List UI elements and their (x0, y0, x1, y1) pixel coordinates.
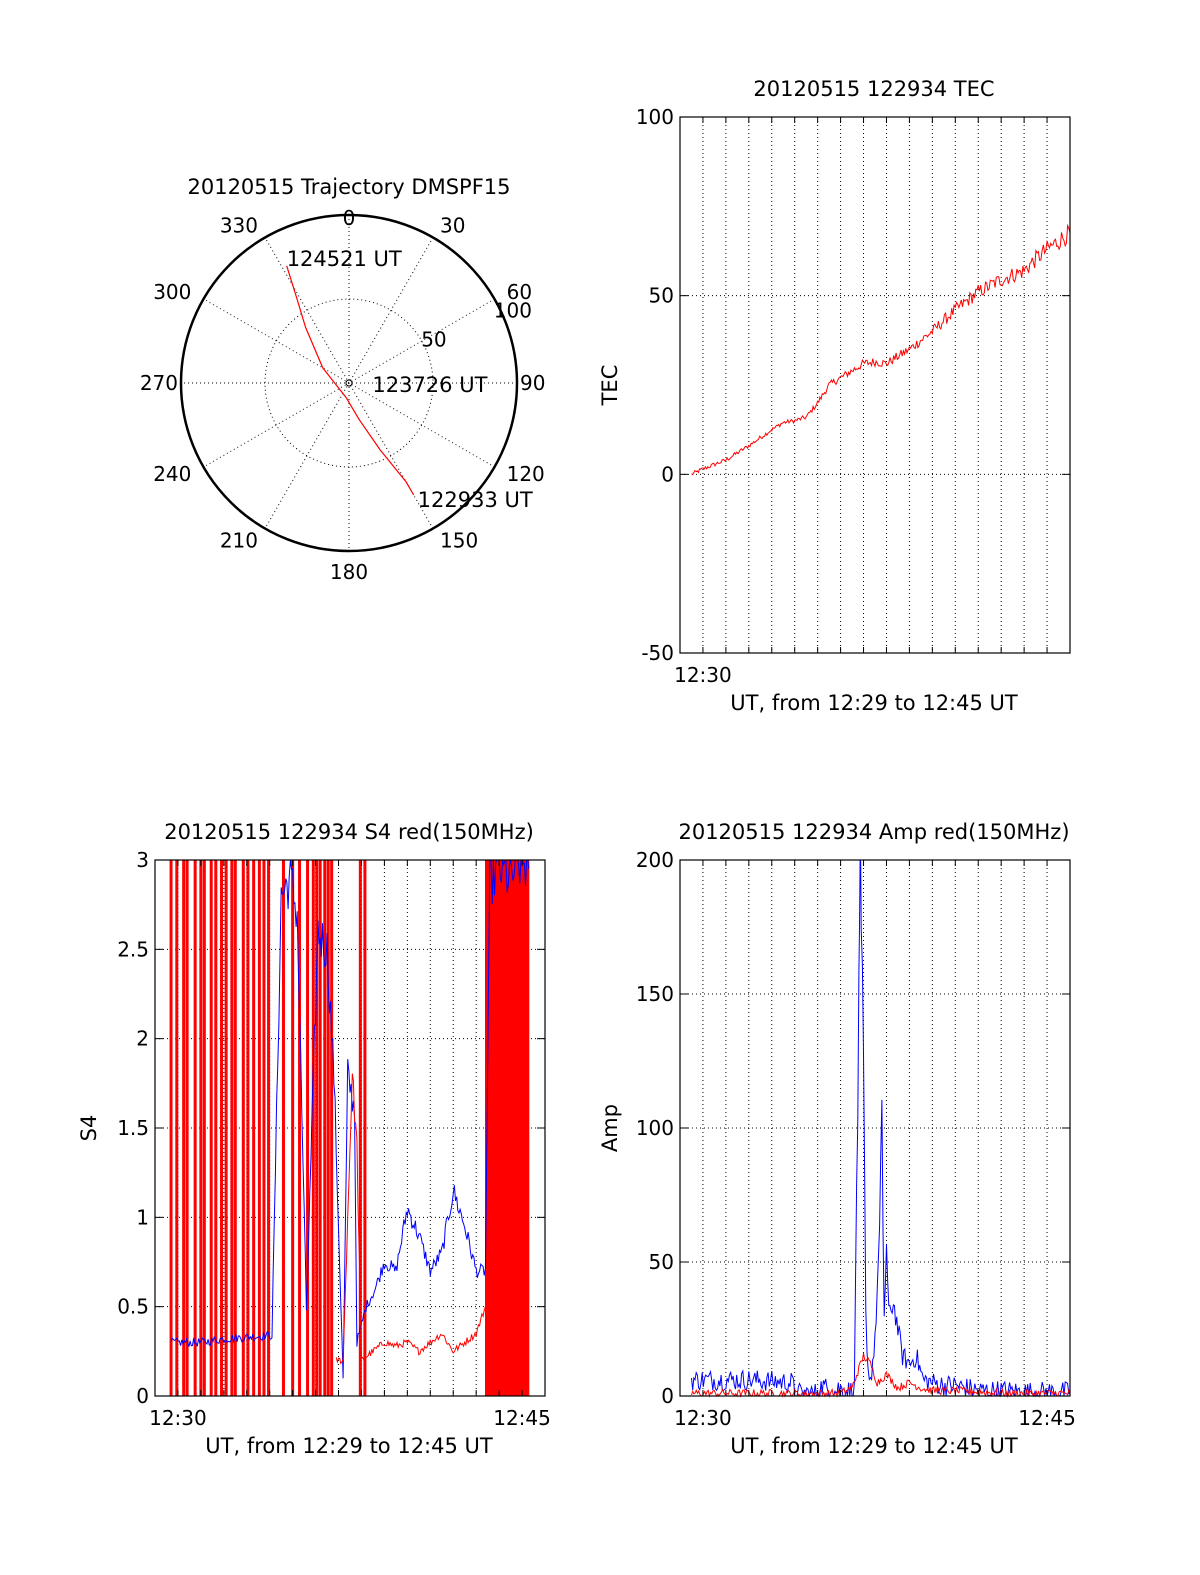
y-tick-label: -50 (641, 641, 674, 665)
polar-angle-label: 180 (330, 560, 368, 584)
polar-angle-label: 60 (507, 280, 532, 304)
s4-tick-marks (155, 859, 545, 1397)
y-tick-label: 0.5 (117, 1295, 149, 1319)
polar-angle-labels: 0 30 60 90 120 150 180 210 240 270 300 330 (140, 206, 546, 584)
tec-plot-frame (679, 116, 1071, 654)
y-tick-label: 0 (661, 462, 674, 486)
trajectory-annotations: 124521 UT 123726 UT 122933 UT (287, 247, 533, 512)
polar-angle-label: 300 (153, 280, 191, 304)
red-series-line (691, 223, 1071, 476)
y-tick-label: 2.5 (117, 937, 149, 961)
y-tick-label: 0 (661, 1384, 674, 1408)
polar-chart-title: 20120515 Trajectory DMSPF15 (187, 175, 510, 199)
y-tick-label: 1 (136, 1205, 149, 1229)
s4-y-axis-label: S4 (77, 1115, 101, 1142)
tec-series (691, 223, 1071, 476)
trajectory-line (286, 265, 415, 496)
y-tick-label: 150 (636, 982, 674, 1006)
y-tick-label: 2 (136, 1027, 149, 1051)
s4-x-tick-labels: 12:30 12:45 (149, 1406, 551, 1430)
amp-tick-marks (680, 859, 1070, 1397)
x-tick-label: 12:45 (493, 1406, 551, 1430)
polar-angle-label: 210 (220, 529, 258, 553)
amp-x-tick-labels: 12:30 12:45 (674, 1406, 1076, 1430)
amp-chart: 20120515 122934 Amp red(150MHz) 200 150 10… (598, 820, 1076, 1458)
blue-series-line (691, 859, 1071, 1398)
trajectory-time-label: 122933 UT (418, 488, 533, 512)
polar-angle-label: 240 (153, 462, 191, 486)
trajectory-series (286, 265, 415, 496)
x-tick-label: 12:30 (674, 663, 732, 687)
x-tick-label: 12:30 (149, 1406, 207, 1430)
s4-series (170, 859, 530, 1379)
y-tick-label: 50 (649, 284, 674, 308)
polar-radial-label: 50 (421, 327, 446, 351)
polar-grid (179, 213, 519, 553)
x-tick-label: 12:30 (674, 1406, 732, 1430)
polar-angle-label: 150 (440, 529, 478, 553)
polar-angle-label: 0 (343, 206, 356, 230)
red-series-line (335, 1073, 486, 1365)
y-tick-label: 3 (136, 848, 149, 872)
polar-angle-label: 270 (140, 371, 178, 395)
trajectory-time-label: 124521 UT (287, 247, 402, 271)
tec-gridlines (680, 117, 1070, 653)
y-tick-label: 1.5 (117, 1116, 149, 1140)
y-tick-label: 0 (136, 1384, 149, 1408)
y-tick-label: 50 (649, 1250, 674, 1274)
polar-angle-label: 330 (220, 213, 258, 237)
y-tick-label: 200 (636, 848, 674, 872)
amp-y-axis-label: Amp (598, 1104, 622, 1152)
polar-radial-labels: 50 100 (421, 299, 532, 352)
s4-chart: 20120515 122934 S4 red(150MHz) 3 2.5 2 1.5 1… (77, 820, 551, 1458)
s4-x-axis-label: UT, from 12:29 to 12:45 UT (205, 1434, 493, 1458)
amp-plot-frame (679, 859, 1071, 1397)
tec-y-axis-label: TEC (598, 365, 622, 407)
tec-x-axis-label: UT, from 12:29 to 12:45 UT (730, 691, 1018, 715)
polar-trajectory-chart: 20120515 Trajectory DMSPF15 0 30 60 90 120 15… (140, 175, 546, 584)
amp-y-tick-labels: 200 150 100 50 0 (636, 848, 674, 1408)
x-tick-label: 12:45 (1018, 1406, 1076, 1430)
polar-angle-label: 120 (507, 462, 545, 486)
tec-chart-title: 20120515 122934 TEC (753, 77, 994, 101)
y-tick-label: 100 (636, 105, 674, 129)
y-tick-label: 100 (636, 1116, 674, 1140)
polar-angle-label: 30 (440, 213, 465, 237)
polar-spoke-line (264, 237, 434, 529)
blue-series-line (170, 859, 530, 1379)
tec-y-tick-labels: 100 50 0 -50 (636, 105, 674, 665)
s4-y-tick-labels: 3 2.5 2 1.5 1 0.5 0 (117, 848, 149, 1408)
tec-x-tick-labels: 12:30 (674, 663, 732, 687)
polar-radial-label: 100 (494, 299, 532, 323)
amp-chart-title: 20120515 122934 Amp red(150MHz) (678, 820, 1069, 844)
tec-tick-marks (680, 116, 1070, 654)
amp-gridlines (680, 860, 1070, 1396)
s4-chart-title: 20120515 122934 S4 red(150MHz) (164, 820, 534, 844)
trajectory-time-label: 123726 UT (372, 373, 487, 397)
amp-x-axis-label: UT, from 12:29 to 12:45 UT (730, 1434, 1018, 1458)
s4-red-spikes (169, 860, 530, 1396)
polar-angle-label: 90 (520, 371, 545, 395)
